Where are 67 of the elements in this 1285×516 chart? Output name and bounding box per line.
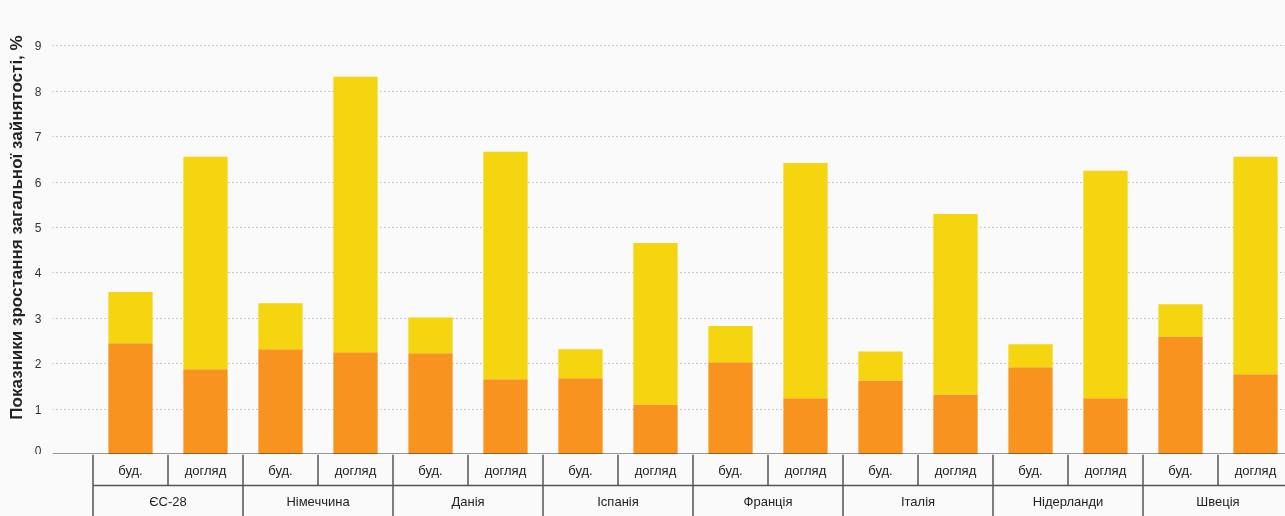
bar <box>858 351 903 381</box>
y-axis-title: Показники зростання загальної зайнятості, % <box>6 35 26 420</box>
y-tick-label: 4 <box>34 266 42 281</box>
bar <box>408 317 453 354</box>
bar <box>183 369 228 454</box>
x-tick-label: буд. <box>1168 462 1193 478</box>
bar <box>708 326 753 363</box>
bar <box>558 349 603 379</box>
bar <box>933 394 978 454</box>
text: Італія <box>900 493 936 509</box>
x-tick-label: буд. <box>268 462 293 478</box>
text: Данія <box>451 493 485 509</box>
bar <box>108 291 153 344</box>
x-tick-label: буд. <box>418 462 443 478</box>
bar <box>558 378 603 454</box>
bar <box>258 303 303 350</box>
bar <box>933 213 978 395</box>
y-tick-label: 2 <box>34 357 42 372</box>
bar <box>408 353 453 454</box>
bar <box>783 398 828 454</box>
bar <box>1008 367 1053 454</box>
bar <box>1233 156 1278 375</box>
y-tick-label: 3 <box>34 311 42 326</box>
x-tick-label: догляд <box>1234 462 1277 478</box>
y-tick-label: 0 <box>34 443 42 458</box>
y-tick-label: 5 <box>34 221 42 235</box>
x-tick-label: догляд <box>634 462 677 478</box>
y-tick-label: 9 <box>34 39 42 54</box>
y-tick-label: 6 <box>34 175 42 190</box>
bar <box>483 151 528 380</box>
bar <box>333 76 378 353</box>
bar <box>783 163 828 399</box>
x-tick-label: буд. <box>1018 462 1043 478</box>
bar <box>708 362 753 454</box>
bar <box>108 343 153 454</box>
text: ЄС-28 <box>149 493 187 509</box>
y-tick-label: 1 <box>34 402 42 417</box>
bar <box>333 352 378 454</box>
y-tick-label: 7 <box>34 130 42 145</box>
bar <box>1233 374 1278 454</box>
bar <box>1008 344 1053 368</box>
x-tick-label: буд. <box>718 462 743 478</box>
bar <box>633 404 678 454</box>
x-tick-label: догляд <box>934 462 977 478</box>
text: Нідерланди <box>1032 493 1104 509</box>
text: Іспанія <box>597 493 639 509</box>
x-tick-label: догляд <box>784 462 827 478</box>
x-tick-label: догляд <box>184 462 227 478</box>
x-tick-label: догляд <box>1084 462 1127 478</box>
bar <box>858 380 903 454</box>
bar <box>1083 170 1128 399</box>
bar <box>633 242 678 405</box>
x-tick-label: буд. <box>568 462 593 478</box>
bar <box>1083 398 1128 454</box>
text: Швеція <box>1196 493 1240 509</box>
x-tick-label: буд. <box>118 462 143 478</box>
bar <box>1158 336 1203 454</box>
bar <box>258 349 303 454</box>
x-tick-label: догляд <box>484 462 527 478</box>
x-tick-label: догляд <box>334 462 377 478</box>
text: Німеччина <box>286 493 351 509</box>
bar <box>483 379 528 454</box>
x-tick-label: буд. <box>868 462 893 478</box>
text: Франція <box>743 493 793 509</box>
bar <box>183 156 228 370</box>
y-tick-label: 8 <box>34 84 42 99</box>
bar <box>1158 304 1203 337</box>
